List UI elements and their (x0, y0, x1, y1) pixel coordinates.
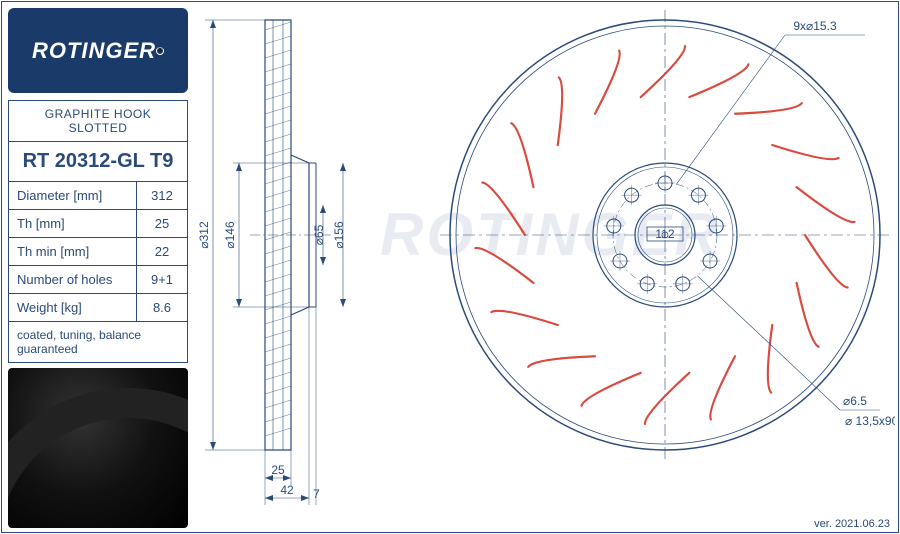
svg-text:⌀65: ⌀65 (312, 224, 326, 245)
table-row: Diameter [mm]312 (9, 182, 187, 210)
svg-text:112: 112 (655, 227, 674, 241)
version-label: ver. 2021.06.23 (814, 518, 890, 530)
svg-text:9x⌀15.3: 9x⌀15.3 (793, 19, 837, 33)
table-row: Number of holes9+1 (9, 266, 187, 294)
svg-text:⌀6.5: ⌀6.5 (843, 394, 867, 408)
spec-table: GRAPHITE HOOK SLOTTED RT 20312-GL T9 Dia… (8, 100, 188, 363)
part-number: RT 20312-GL T9 (9, 142, 187, 181)
product-subtitle: GRAPHITE HOOK SLOTTED (9, 101, 187, 141)
svg-text:25: 25 (271, 463, 285, 477)
svg-text:⌀312: ⌀312 (197, 221, 211, 249)
technical-drawing: ⌀312 ⌀146 ⌀65 ⌀156 25 42 7 9x⌀15.3 ⌀6.5 ⌀ 13,5x90… (195, 5, 895, 525)
svg-text:⌀156: ⌀156 (332, 221, 346, 249)
svg-text:⌀ 13,5x90°: ⌀ 13,5x90° (845, 414, 895, 428)
svg-text:7: 7 (313, 487, 320, 501)
svg-text:42: 42 (280, 483, 294, 497)
table-row: Th min [mm]22 (9, 238, 187, 266)
svg-text:⌀146: ⌀146 (223, 221, 237, 249)
brand-text: ROTINGER (32, 38, 156, 64)
product-photo (8, 368, 188, 528)
registered-icon: ® (156, 47, 164, 55)
brand-logo: ROTINGER ® (8, 8, 188, 93)
table-row: Weight [kg]8.6 (9, 294, 187, 322)
table-row: Th [mm]25 (9, 210, 187, 238)
product-note: coated, tuning, balance guaranteed (9, 322, 187, 362)
